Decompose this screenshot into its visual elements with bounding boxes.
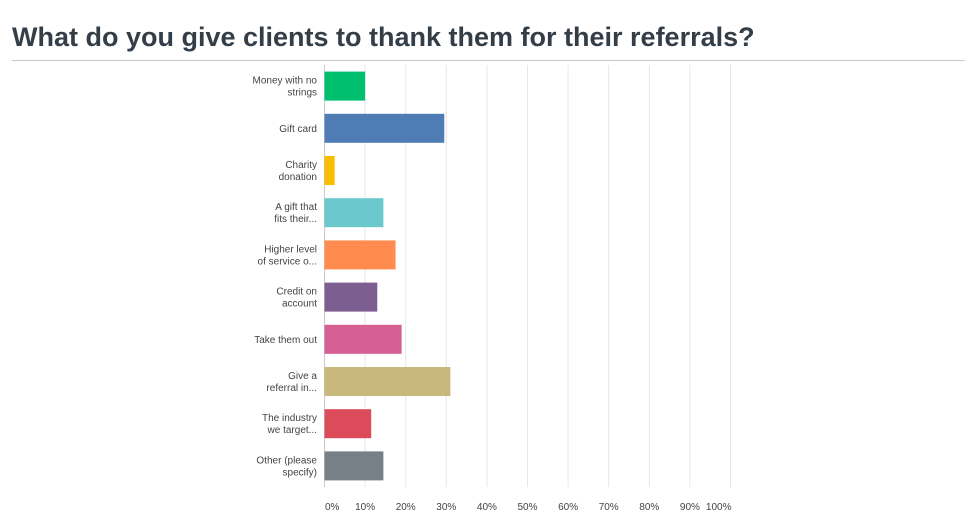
x-tick-label: 70% — [599, 502, 619, 513]
bar[interactable] — [324, 240, 396, 270]
category-label: Gift card — [279, 124, 317, 135]
bar[interactable] — [324, 198, 384, 228]
category-label: A gift that fits their... — [274, 202, 317, 225]
x-tick-label: 90% — [680, 502, 700, 513]
x-tick-label: 10% — [355, 502, 375, 513]
x-tick-label: 0% — [325, 502, 340, 513]
category-label: Take them out — [254, 335, 317, 346]
category-label: The industry we target... — [262, 413, 317, 436]
bar[interactable] — [324, 156, 335, 185]
category-label: Charity donation — [279, 160, 317, 183]
bar[interactable] — [324, 113, 445, 143]
category-label: Money with no strings — [253, 76, 318, 99]
bar[interactable] — [324, 282, 378, 312]
title-divider — [12, 60, 965, 61]
category-label: Other (please specify) — [256, 455, 317, 478]
x-tick-label: 100% — [706, 502, 732, 513]
x-tick-label: 30% — [436, 502, 456, 513]
x-axis-tick-labels: 0% 10% 20% 30% 40% 50% 60% 70% 80% 90% 100% — [325, 502, 732, 513]
page-title: What do you give clients to thank them f… — [12, 22, 755, 52]
x-tick-label: 80% — [639, 502, 659, 513]
x-tick-label: 40% — [477, 502, 497, 513]
x-tick-label: 50% — [517, 502, 537, 513]
bar[interactable] — [324, 451, 384, 481]
category-labels: Money with no strings Gift card Charity dona… — [253, 76, 318, 479]
bars — [324, 71, 451, 481]
x-tick-label: 20% — [396, 502, 416, 513]
category-label: Credit on account — [276, 287, 317, 310]
bar[interactable] — [324, 409, 372, 439]
bar[interactable] — [324, 71, 366, 101]
bar[interactable] — [324, 367, 451, 396]
category-label: Give a referral in... — [266, 371, 317, 394]
x-tick-label: 60% — [558, 502, 578, 513]
bar[interactable] — [324, 324, 402, 354]
category-label: Higher level of service o... — [258, 244, 317, 267]
